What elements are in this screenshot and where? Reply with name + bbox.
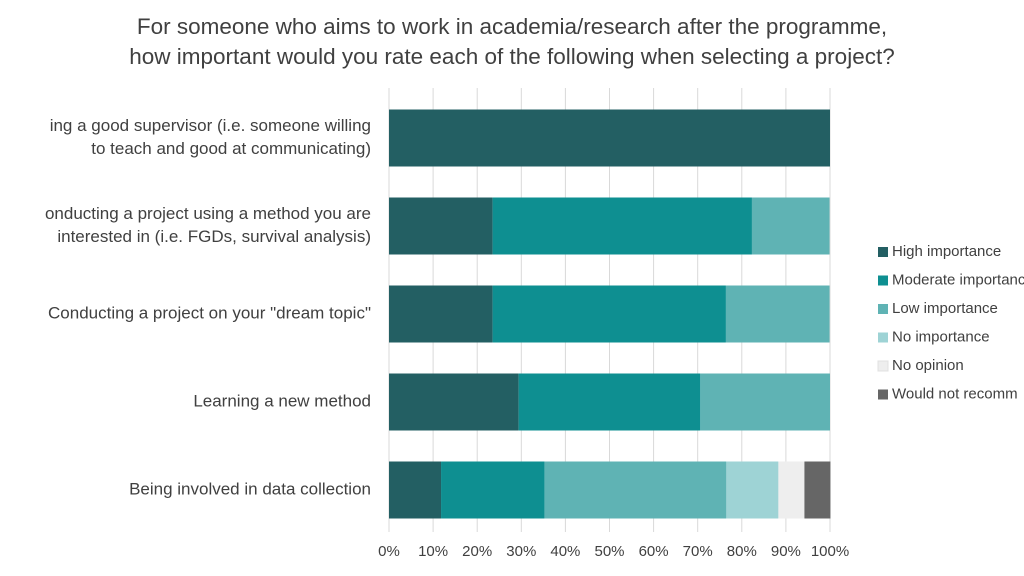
- x-tick-label: 70%: [683, 543, 713, 560]
- x-tick-label: 10%: [418, 543, 448, 560]
- category-label: Being involved in data collection: [129, 479, 371, 498]
- x-tick-label: 20%: [462, 543, 492, 560]
- x-tick-label: 40%: [550, 543, 580, 560]
- legend-label: No opinion: [892, 357, 964, 374]
- chart-title-line-1: For someone who aims to work in academia…: [136, 14, 888, 39]
- legend-swatch: [878, 332, 888, 343]
- bar-segment: [492, 197, 752, 255]
- bars: [389, 109, 831, 519]
- legend-swatch: [878, 247, 888, 257]
- legend-swatch: [878, 304, 888, 314]
- bar-segment: [544, 461, 727, 519]
- bar-segment: [700, 373, 830, 431]
- x-tick-label: 30%: [506, 543, 536, 560]
- x-tick-label: 50%: [594, 543, 624, 560]
- legend-swatch: [878, 389, 888, 400]
- bar-segment: [725, 285, 830, 343]
- chart-title: For someone who aims to work in academia…: [0, 12, 1024, 72]
- category-label: interested in (i.e. FGDs, survival analy…: [57, 227, 371, 246]
- legend-label: No importance: [892, 328, 990, 345]
- legend-label: Moderate importanc: [892, 271, 1024, 288]
- category-label: onducting a project using a method you a…: [45, 204, 371, 223]
- x-tick-label: 100%: [811, 543, 849, 560]
- bar-segment: [389, 285, 493, 343]
- x-tick-label: 60%: [639, 543, 669, 560]
- bar-segment: [778, 461, 805, 519]
- bar-segment: [389, 109, 830, 167]
- category-label: to teach and good at communicating): [91, 139, 371, 158]
- category-labels: ing a good supervisor (i.e. someone will…: [45, 116, 371, 499]
- bar-segment: [389, 197, 493, 255]
- legend: High importance Moderate importanc Low imp…: [877, 243, 1024, 402]
- bar-segment: [726, 461, 779, 519]
- legend-label: High importance: [892, 243, 1001, 260]
- legend-label: Low importance: [892, 300, 998, 317]
- chart-title-line-2: how important would you rate each of the…: [129, 44, 895, 69]
- legend-label: Would not recomm: [892, 385, 1018, 402]
- category-label: ing a good supervisor (i.e. someone will…: [50, 116, 371, 135]
- bar-segment: [518, 373, 701, 431]
- x-tick-label: 0%: [378, 543, 400, 560]
- bar-segment: [389, 373, 519, 431]
- bar-segment: [751, 197, 830, 255]
- category-label: Learning a new method: [193, 391, 371, 410]
- x-tick-label: 80%: [727, 543, 757, 560]
- x-axis-ticks: 0% 10% 20% 30% 40% 50% 60% 70% 80% 90% 100%: [378, 543, 849, 560]
- bar-segment: [389, 461, 442, 519]
- legend-swatch: [878, 275, 888, 286]
- bar-segment: [492, 285, 726, 343]
- x-tick-label: 90%: [771, 543, 801, 560]
- bar-segment: [804, 461, 831, 519]
- category-label: Conducting a project on your "dream topi…: [48, 303, 371, 322]
- legend-swatch: [877, 360, 889, 372]
- bar-segment: [441, 461, 545, 519]
